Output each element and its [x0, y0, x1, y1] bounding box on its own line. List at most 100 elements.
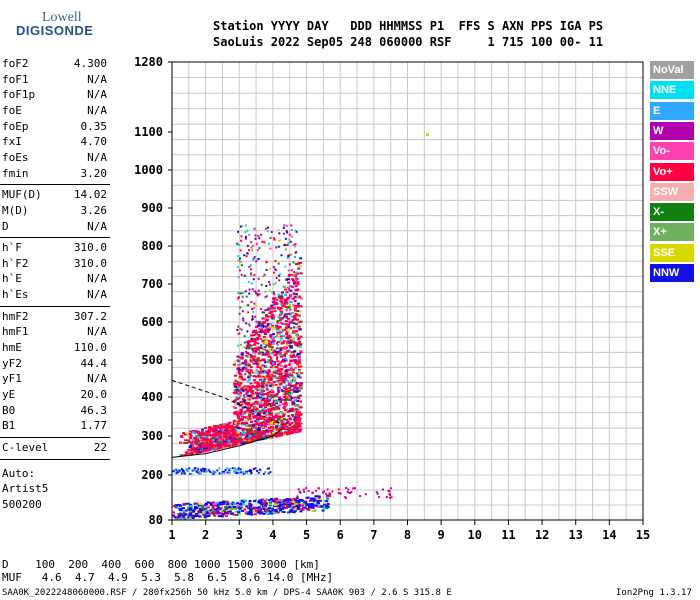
echo-point [264, 502, 268, 505]
echo-point [249, 503, 253, 506]
echo-point [212, 510, 216, 513]
echo-point [282, 346, 286, 349]
x-tick-label: 7 [370, 528, 377, 542]
echo-point [263, 359, 267, 362]
echo-point [308, 503, 312, 506]
echo-point [284, 357, 288, 360]
echo-point [186, 439, 190, 442]
echo-point [279, 337, 283, 340]
echo-point [272, 298, 276, 301]
echo-point [274, 497, 278, 500]
echo-point [284, 404, 288, 407]
echo-point [247, 280, 250, 283]
echo-point [288, 422, 292, 425]
echo-point [263, 380, 266, 383]
echo-point [295, 382, 299, 385]
echo-point [293, 255, 296, 258]
param-row: MUF(D) 14.02 [2, 188, 107, 202]
echo-point [234, 441, 238, 444]
echo-point [294, 343, 298, 346]
echo-point [274, 422, 278, 425]
echo-point [225, 467, 228, 470]
echo-point [282, 419, 286, 422]
param-name: C-level [2, 440, 49, 454]
echo-point [289, 320, 293, 323]
echo-point [263, 406, 267, 409]
echo-point [266, 467, 269, 470]
echo-point [230, 512, 234, 515]
echo-point [266, 350, 270, 353]
echo-point [251, 392, 255, 395]
param-row: fxI 4.70 [2, 135, 107, 149]
echo-point [293, 509, 297, 512]
echo-point [276, 386, 280, 389]
echo-point [226, 426, 230, 429]
echo-point [228, 510, 232, 513]
echo-point [274, 372, 278, 375]
logo-lowell: Lowell [42, 10, 82, 25]
echo-point [268, 281, 271, 284]
echo-point [247, 249, 250, 252]
echo-point [297, 338, 301, 341]
echo-point [267, 399, 271, 402]
echo-point [290, 311, 294, 314]
echo-point [214, 471, 217, 474]
param-row: foF1p N/A [2, 88, 107, 102]
separator [0, 305, 110, 307]
echo-point [174, 506, 178, 509]
echo-point [202, 432, 206, 435]
echo-point [283, 499, 287, 502]
echo-point [285, 299, 289, 302]
echo-point [222, 433, 226, 436]
echo-point [266, 508, 270, 511]
echo-point [216, 503, 220, 506]
echo-point [242, 472, 245, 475]
param-row: M(D) 3.26 [2, 204, 107, 218]
echo-point [291, 337, 295, 340]
echo-point [349, 491, 352, 494]
echo-point [261, 351, 264, 354]
echo-point [221, 470, 224, 473]
echo-point [344, 495, 347, 498]
echo-point [258, 366, 262, 369]
echo-point [211, 435, 215, 438]
echo-point [273, 349, 277, 352]
echo-point [310, 502, 314, 505]
free-text-line: Auto: [2, 466, 36, 480]
echo-point [258, 324, 261, 327]
echo-point [186, 450, 190, 453]
echo-point [270, 512, 274, 515]
echo-point [291, 352, 294, 355]
echo-point [250, 354, 253, 357]
echo-point [294, 285, 298, 288]
echo-point [189, 435, 193, 438]
echo-point [258, 401, 262, 404]
echo-point [352, 487, 355, 490]
echo-point [247, 394, 251, 397]
echo-point [200, 469, 203, 472]
echo-point [293, 271, 296, 274]
echo-point [283, 427, 287, 430]
echo-point [289, 509, 293, 512]
param-value: 310.0 [73, 241, 107, 255]
echo-point [278, 351, 282, 354]
echo-point [249, 382, 252, 385]
param-name: foF2 [2, 57, 29, 70]
echo-point [206, 506, 210, 509]
echo-point [244, 359, 247, 362]
echo-point [264, 471, 267, 474]
echo-point [291, 506, 295, 509]
echo-point [281, 329, 284, 332]
echo-point [277, 399, 281, 402]
echo-point [176, 469, 179, 472]
echo-point [297, 421, 301, 424]
echo-point [262, 338, 266, 341]
echo-point [290, 397, 294, 400]
echo-point [287, 281, 291, 284]
echo-point [299, 510, 303, 513]
legend-item: X+ [650, 223, 694, 242]
echo-point [256, 372, 259, 375]
echo-point [280, 360, 284, 363]
echo-point [256, 363, 260, 366]
echo-point [302, 506, 306, 509]
